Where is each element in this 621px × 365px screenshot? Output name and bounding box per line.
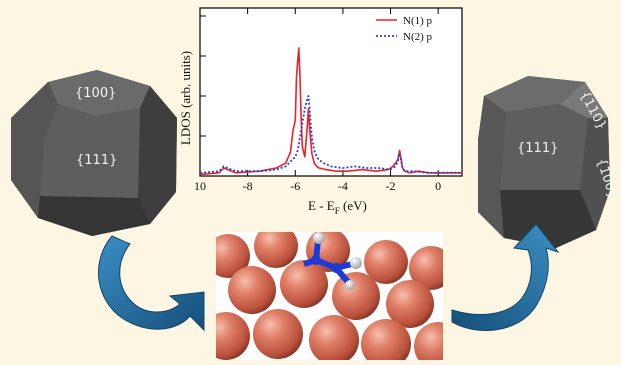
nitrogen-atom — [311, 255, 321, 265]
x-tick-label: -4 — [338, 179, 348, 193]
left-facet-100-label: {100} — [75, 86, 116, 101]
right-crystal-left-facet — [478, 96, 506, 238]
copper-atom — [216, 312, 250, 360]
right-crystal-bottom-facet — [500, 190, 596, 248]
copper-atom — [361, 319, 411, 360]
x-tick-label: 10 — [194, 179, 206, 193]
x-tick-label: -8 — [243, 179, 253, 193]
ldos-plot: 10 -8 -6 -4 -2 0 N(1) p N(2) p LDOS (arb. uni… — [178, 7, 463, 216]
right-facet-111-label: {111} — [517, 141, 558, 156]
copper-atom — [414, 322, 443, 360]
nitrogen-atom — [331, 263, 341, 273]
hydrogen-atom — [350, 257, 362, 269]
x-axis-label-unit: (eV) — [340, 198, 367, 213]
x-tick-label: -6 — [290, 179, 300, 193]
hydrogen-atom — [313, 232, 325, 244]
plot-ticks: 10 -8 -6 -4 -2 0 — [194, 8, 441, 193]
legend-label-n2: N(2) p — [403, 31, 433, 43]
right-crystal: {111} {110} {100} — [478, 76, 620, 248]
legend-label-n1: N(1) p — [403, 15, 433, 27]
copper-atoms — [216, 232, 443, 360]
plot-legend: N(1) p N(2) p — [376, 15, 433, 43]
y-axis-label: LDOS (arb. units) — [178, 51, 193, 145]
right-crystal-center-facet — [500, 104, 588, 190]
right-crystal-edge-110-facet — [560, 82, 608, 118]
copper-atom — [364, 240, 408, 284]
x-tick-label: 0 — [435, 179, 441, 193]
x-axis-label-main: E - E — [308, 198, 335, 213]
right-crystal-top-facet — [484, 76, 585, 112]
copper-atom — [216, 234, 250, 278]
right-curved-arrow — [451, 223, 560, 331]
copper-atom — [309, 315, 359, 360]
left-crystal-right-facet — [138, 86, 177, 224]
left-crystal-top-facet — [48, 70, 150, 116]
plot-series-group — [200, 47, 462, 176]
copper-atom — [228, 266, 276, 314]
adsorbed-molecule — [303, 232, 362, 290]
hydrogen-atom — [345, 280, 355, 290]
left-crystal-left-facet — [11, 82, 58, 218]
left-crystal: {100} {111} — [11, 70, 177, 236]
copper-atom — [409, 246, 443, 290]
x-axis-label: E - EF (eV) — [308, 198, 367, 216]
right-crystal-right-facet — [580, 118, 610, 230]
x-axis-label-subscript: F — [335, 206, 340, 216]
copper-atom — [253, 309, 303, 359]
copper-atom — [254, 232, 298, 268]
left-facet-111-label: {111} — [76, 153, 117, 168]
copper-atom — [386, 280, 434, 328]
plot-frame — [199, 7, 463, 177]
copper-surface-panel — [216, 232, 443, 360]
x-tick-label: -2 — [386, 179, 396, 193]
left-curved-arrow — [98, 235, 205, 332]
left-crystal-bottom-facet — [38, 196, 150, 236]
copper-atom — [280, 260, 328, 308]
left-crystal-center-facet — [40, 104, 140, 198]
copper-atom — [332, 272, 380, 320]
